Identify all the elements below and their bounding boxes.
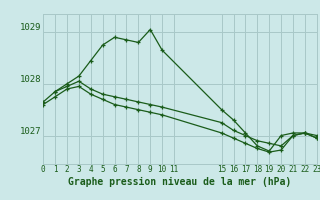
X-axis label: Graphe pression niveau de la mer (hPa): Graphe pression niveau de la mer (hPa)	[68, 177, 292, 187]
